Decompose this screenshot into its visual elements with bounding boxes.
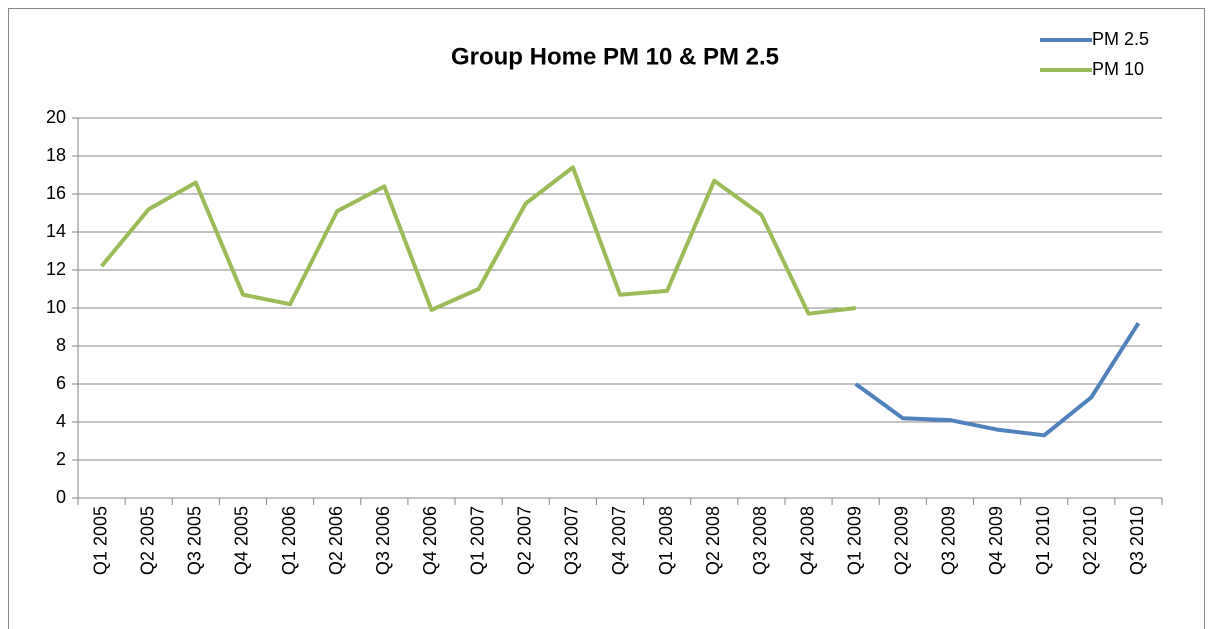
x-tick-label: Q2 2007 — [514, 506, 534, 575]
x-tick-label: Q3 2010 — [1127, 506, 1147, 575]
x-tick-label: Q1 2010 — [1033, 506, 1053, 575]
x-tick-label: Q1 2005 — [90, 506, 110, 575]
x-tick-label: Q2 2008 — [703, 506, 723, 575]
x-tick-label: Q1 2008 — [656, 506, 676, 575]
y-tick-label: 0 — [56, 487, 66, 507]
x-tick-label: Q4 2009 — [986, 506, 1006, 575]
y-tick-label: 6 — [56, 373, 66, 393]
x-tick-label: Q4 2007 — [609, 506, 629, 575]
x-tick-label: Q1 2007 — [467, 506, 487, 575]
legend-label: PM 10 — [1092, 59, 1144, 79]
x-tick-label: Q2 2010 — [1080, 506, 1100, 575]
x-tick-label: Q4 2006 — [420, 506, 440, 575]
data-line — [854, 322, 1141, 438]
y-tick-label: 10 — [46, 297, 66, 317]
x-tick-label: Q3 2007 — [562, 506, 582, 575]
x-tick-label: Q1 2006 — [279, 506, 299, 575]
x-tick-label: Q4 2005 — [232, 506, 252, 575]
x-tick-label: Q3 2009 — [939, 506, 959, 575]
y-tick-label: 12 — [46, 259, 66, 279]
y-tick-label: 8 — [56, 335, 66, 355]
y-tick-label: 4 — [56, 411, 66, 431]
x-tick-label: Q2 2005 — [137, 506, 157, 575]
x-tick-label: Q3 2006 — [373, 506, 393, 575]
x-tick-label: Q4 2008 — [797, 506, 817, 575]
x-tick-label: Q3 2005 — [185, 506, 205, 575]
y-tick-label: 16 — [46, 183, 66, 203]
x-tick-label: Q1 2009 — [844, 506, 864, 575]
x-tick-label: Q3 2008 — [750, 506, 770, 575]
chart-border — [8, 8, 1205, 629]
legend-label: PM 2.5 — [1092, 29, 1149, 49]
y-tick-label: 14 — [46, 221, 66, 241]
y-tick-label: 2 — [56, 449, 66, 469]
chart-title: Group Home PM 10 & PM 2.5 — [451, 43, 779, 70]
data-line — [100, 165, 856, 316]
y-tick-label: 20 — [46, 107, 66, 127]
x-tick-label: Q2 2009 — [892, 506, 912, 575]
x-tick-label: Q2 2006 — [326, 506, 346, 575]
y-tick-label: 18 — [46, 145, 66, 165]
